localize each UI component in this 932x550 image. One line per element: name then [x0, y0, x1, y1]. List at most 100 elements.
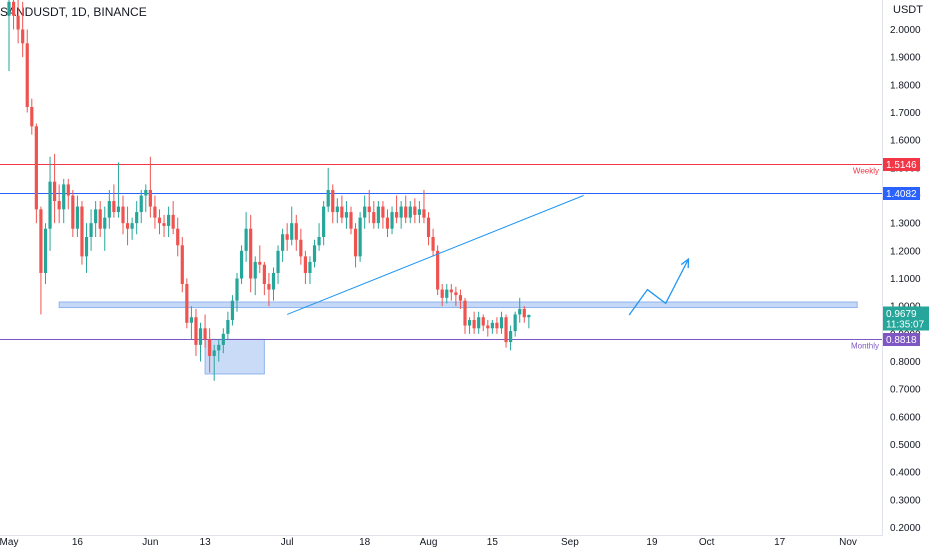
candle-body	[276, 250, 280, 273]
candle-body	[180, 245, 184, 285]
candle-body	[239, 250, 244, 279]
candle	[363, 195, 367, 229]
candle	[454, 286, 458, 307]
candle-body	[322, 206, 326, 237]
candle-body	[417, 209, 421, 215]
candle-body	[194, 317, 198, 345]
projection-arrowhead	[680, 257, 690, 269]
candle	[226, 311, 230, 340]
x-tick-label: 18	[359, 537, 371, 548]
candle	[353, 223, 358, 268]
candle-body	[80, 206, 84, 257]
candle-body	[53, 181, 57, 202]
candle	[239, 245, 244, 285]
candle	[335, 198, 339, 224]
candle-body	[490, 322, 494, 329]
candle-body	[253, 261, 257, 279]
drawings-layer	[286, 195, 690, 316]
candle	[372, 201, 376, 229]
price-axis[interactable]: 0.2000 0.3000 0.4000 0.5000 0.6000 0.7000 0.80…	[890, 25, 921, 534]
candle	[80, 201, 84, 265]
y-tick-label: 1.1000	[890, 274, 921, 285]
y-tick-label: 0.5000	[890, 440, 921, 451]
candle	[303, 250, 307, 285]
candle-body	[390, 212, 394, 229]
support-zone	[58, 301, 858, 309]
candle-body	[518, 308, 522, 315]
candle-body	[495, 322, 499, 329]
monthly-level-tag-text: 0.8818	[886, 335, 917, 346]
x-tick-label: Jul	[281, 537, 294, 548]
candle	[477, 311, 481, 334]
candle	[467, 317, 472, 334]
y-tick-label: 1.7000	[890, 108, 921, 119]
candle	[322, 201, 326, 246]
candle	[39, 206, 43, 315]
candle-body	[125, 223, 130, 229]
candle	[53, 154, 57, 224]
candle-body	[148, 189, 152, 207]
zones-layer	[58, 301, 858, 375]
candle-body	[294, 223, 298, 240]
candle	[30, 98, 34, 135]
candle-body	[331, 189, 335, 213]
candle	[221, 328, 225, 354]
y-tick-label: 2.0000	[890, 25, 921, 36]
candle-body	[171, 214, 175, 229]
current-price-tag	[883, 306, 929, 331]
time-axis[interactable]: May 16 Jun 13 Jul 18 Aug 15 Sep 19 Oct 17 Nov	[0, 537, 857, 548]
x-tick-label: Nov	[839, 537, 857, 548]
candle	[426, 212, 431, 246]
candle	[267, 272, 271, 307]
candle-body	[395, 212, 399, 218]
candle	[244, 212, 248, 262]
candle-body	[363, 206, 367, 218]
candle	[308, 256, 312, 285]
y-tick-label: 0.8000	[890, 357, 921, 368]
candle	[171, 201, 175, 235]
x-tick-label: 16	[72, 537, 84, 548]
candle	[413, 198, 417, 224]
weekly-level-tag	[883, 158, 920, 171]
candle-body	[463, 300, 467, 326]
candle	[381, 201, 385, 229]
candle-body	[185, 284, 189, 323]
candle	[125, 206, 130, 246]
candle	[48, 156, 52, 251]
candle-body	[89, 223, 93, 237]
candle	[276, 245, 280, 285]
candle-body	[66, 184, 70, 196]
candle-body	[112, 201, 116, 213]
mid-level-tag-text: 1.4082	[886, 189, 917, 200]
candle	[385, 209, 390, 237]
candle	[230, 295, 235, 326]
x-tick-label: 15	[487, 537, 499, 548]
y-tick-label: 1.6000	[890, 136, 921, 147]
candle-body	[504, 317, 508, 343]
candle-body	[144, 189, 148, 196]
candle-body	[431, 237, 435, 251]
candle-body	[135, 212, 139, 224]
candle-body	[258, 261, 262, 265]
candle-body	[162, 223, 166, 226]
candle	[527, 314, 531, 329]
candle-body	[303, 256, 307, 273]
y-tick-label: 0.2000	[890, 523, 921, 534]
candle	[203, 314, 207, 348]
candle-body	[326, 189, 330, 207]
y-tick-label: 1.9000	[890, 53, 921, 64]
candle	[422, 189, 426, 224]
candle	[367, 189, 371, 224]
x-tick-label: Oct	[699, 537, 715, 548]
candle	[253, 256, 257, 296]
x-tick-label: Sep	[561, 537, 579, 548]
candle-body	[34, 126, 38, 210]
candle-body	[367, 206, 371, 213]
candle-body	[189, 317, 193, 323]
candle-body	[244, 228, 248, 251]
monthly-level-label: Monthly	[851, 342, 879, 351]
candle-body	[481, 317, 485, 326]
candle	[103, 206, 107, 251]
